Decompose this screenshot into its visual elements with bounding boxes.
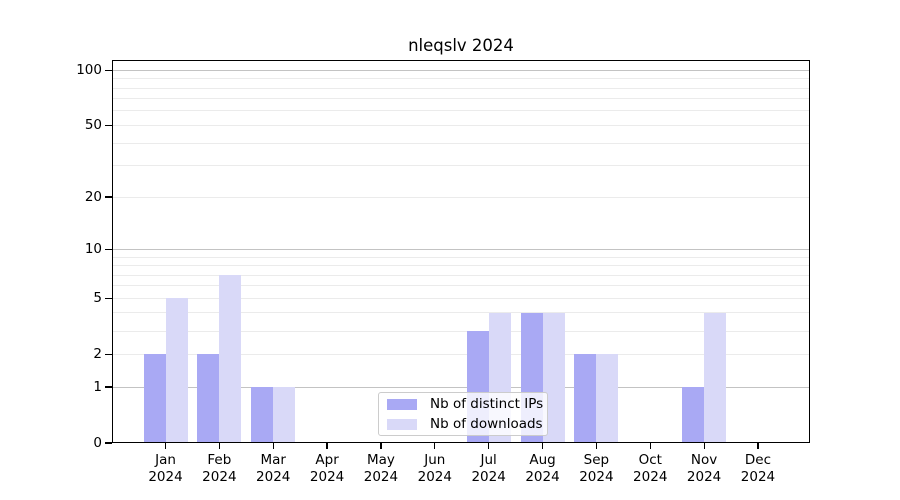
y-tick-label: 5 — [93, 290, 102, 307]
legend-swatch-downloads — [387, 418, 417, 430]
x-tick-year: 2024 — [148, 469, 183, 485]
minor-gridline — [112, 312, 810, 314]
bar-distinct-ips — [251, 387, 274, 443]
y-tick-label: 1 — [93, 379, 102, 395]
bar-downloads — [219, 275, 242, 443]
bar-downloads — [273, 387, 296, 443]
x-tick-label: Jul 2024 — [457, 452, 521, 486]
x-tick-year: 2024 — [256, 469, 291, 485]
x-tick-label: Mar 2024 — [241, 452, 305, 486]
x-tick-mark — [326, 443, 328, 449]
y-tick-mark — [105, 124, 112, 126]
minor-gridline — [112, 165, 810, 167]
x-tick-mark — [703, 443, 705, 449]
x-tick-mark — [164, 443, 167, 449]
plot-area — [112, 60, 810, 443]
x-tick-mark — [218, 443, 220, 449]
minor-gridline — [112, 265, 810, 266]
x-tick-year: 2024 — [471, 469, 506, 485]
legend-label-distinct-ips: Nb of distinct IPs — [430, 396, 544, 412]
x-tick-year: 2024 — [363, 469, 399, 485]
x-tick-label: Jan 2024 — [134, 452, 198, 486]
major-gridline — [112, 386, 810, 388]
x-tick-label: Oct 2024 — [618, 452, 682, 486]
y-tick-mark — [105, 442, 112, 444]
minor-gridline — [112, 353, 810, 355]
major-gridline — [112, 248, 810, 250]
y-tick-label: 0 — [93, 435, 102, 451]
y-tick-label: 50 — [84, 117, 102, 134]
y-tick-mark — [105, 353, 112, 355]
x-tick-year: 2024 — [309, 469, 345, 485]
major-gridline — [112, 69, 810, 71]
x-tick-label: Sep 2024 — [564, 452, 628, 486]
minor-gridline — [112, 330, 810, 332]
y-tick-mark — [105, 196, 112, 198]
x-tick-mark — [757, 443, 759, 449]
x-tick-label: Aug 2024 — [511, 452, 575, 486]
minor-gridline — [112, 78, 810, 80]
bar-downloads — [165, 298, 188, 443]
legend: Nb of distinct IPs Nb of downloads — [378, 392, 548, 436]
minor-gridline — [112, 196, 810, 198]
y-tick-mark — [105, 386, 112, 388]
minor-gridline — [112, 256, 810, 258]
x-tick-mark — [434, 443, 436, 449]
minor-gridline — [112, 285, 810, 287]
minor-gridline — [112, 110, 810, 112]
y-tick-label: 10 — [84, 241, 102, 258]
legend-item-downloads: Nb of downloads — [379, 416, 547, 433]
x-tick-year: 2024 — [417, 469, 452, 485]
bar-distinct-ips — [197, 354, 220, 443]
x-tick-mark — [380, 443, 382, 449]
x-tick-mark — [272, 443, 274, 449]
bar-distinct-ips — [682, 387, 705, 443]
y-tick-mark — [105, 69, 112, 71]
x-tick-label: Dec 2024 — [726, 452, 790, 486]
x-tick-label: May 2024 — [349, 452, 413, 486]
bar-distinct-ips — [143, 354, 166, 443]
minor-gridline — [112, 124, 810, 126]
minor-gridline — [112, 87, 810, 89]
x-tick-mark — [649, 443, 651, 449]
x-tick-label: Nov 2024 — [672, 452, 736, 486]
minor-gridline — [112, 274, 810, 276]
legend-item-distinct-ips: Nb of distinct IPs — [379, 396, 547, 413]
y-tick-label: 2 — [93, 346, 102, 363]
x-tick-year: 2024 — [579, 469, 614, 485]
x-tick-year: 2024 — [686, 469, 722, 485]
legend-swatch-distinct-ips — [387, 398, 417, 410]
x-tick-year: 2024 — [525, 469, 560, 485]
x-tick-mark — [595, 443, 597, 449]
bar-downloads — [704, 313, 727, 443]
minor-gridline — [112, 142, 810, 144]
minor-gridline — [112, 98, 810, 100]
x-tick-year: 2024 — [202, 469, 237, 485]
legend-label-downloads: Nb of downloads — [430, 416, 543, 432]
y-tick-label: 20 — [84, 189, 102, 206]
x-tick-label: Apr 2024 — [295, 452, 359, 486]
bar-downloads — [542, 313, 565, 443]
bar-downloads — [596, 354, 619, 443]
y-tick-mark — [105, 297, 112, 299]
chart-title: nleqslv 2024 — [408, 36, 514, 55]
x-tick-label: Feb 2024 — [187, 452, 251, 486]
y-tick-label: 100 — [76, 62, 102, 79]
bar-distinct-ips — [574, 354, 597, 443]
x-tick-label: Jun 2024 — [403, 452, 467, 486]
x-tick-year: 2024 — [740, 469, 776, 485]
minor-gridline — [112, 297, 810, 299]
x-tick-mark — [541, 443, 544, 449]
x-tick-year: 2024 — [633, 469, 668, 485]
y-tick-mark — [105, 248, 112, 250]
x-tick-mark — [488, 443, 490, 449]
